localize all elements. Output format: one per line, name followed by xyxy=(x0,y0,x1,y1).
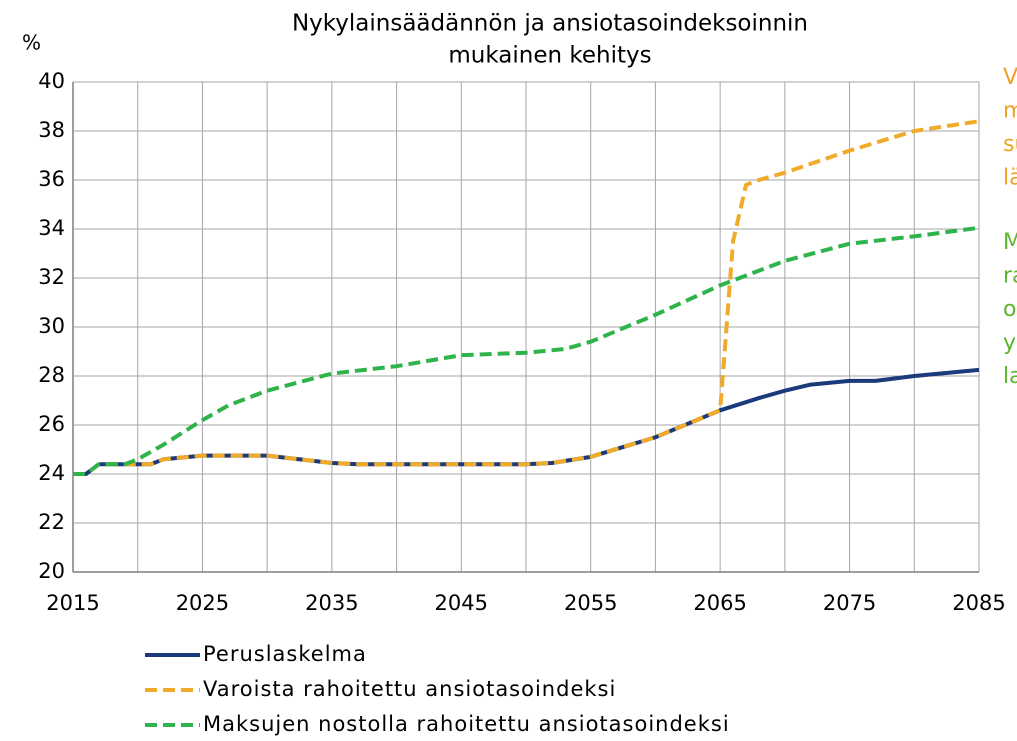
y-axis-label: % xyxy=(22,31,41,55)
chart-title: Nykylainsäädännön ja ansiotasoindeksoinn… xyxy=(292,11,808,37)
chart-title: mukainen kehitys xyxy=(448,43,651,69)
annotation: y xyxy=(1003,331,1016,356)
y-tick-label: 24 xyxy=(38,461,65,485)
annotation: la xyxy=(1003,364,1017,389)
x-tick-label: 2085 xyxy=(952,591,1005,615)
x-tick-label: 2075 xyxy=(823,591,876,615)
y-tick-label: 22 xyxy=(38,510,65,534)
x-tick-label: 2035 xyxy=(305,591,358,615)
legend-label: Maksujen nostolla rahoitettu ansiotasoin… xyxy=(203,712,730,736)
y-tick-label: 32 xyxy=(38,265,65,289)
y-tick-label: 40 xyxy=(38,69,65,93)
legend-label: Varoista rahoitettu ansiotasoindeksi xyxy=(203,677,616,701)
x-tick-label: 2015 xyxy=(46,591,99,615)
y-tick-label: 34 xyxy=(38,216,65,240)
annotation: M xyxy=(1003,230,1017,255)
series-line xyxy=(73,225,980,476)
annotation: V xyxy=(1003,65,1017,90)
y-tick-label: 20 xyxy=(38,559,65,583)
annotation: ra xyxy=(1003,264,1017,289)
y-tick-label: 36 xyxy=(38,167,65,191)
x-tick-label: 2025 xyxy=(176,591,229,615)
y-tick-label: 26 xyxy=(38,412,65,436)
annotation: lä xyxy=(1003,166,1017,191)
series-line xyxy=(73,119,980,476)
y-tick-label: 38 xyxy=(38,118,65,142)
x-tick-label: 2045 xyxy=(435,591,488,615)
annotation: m xyxy=(1003,99,1017,124)
legend-label: Peruslaskelma xyxy=(203,642,367,666)
annotation: su xyxy=(1003,132,1017,157)
annotation: o xyxy=(1003,297,1016,322)
x-tick-label: 2055 xyxy=(564,591,617,615)
y-tick-label: 28 xyxy=(38,363,65,387)
y-tick-label: 30 xyxy=(38,314,65,338)
x-tick-label: 2065 xyxy=(693,591,746,615)
